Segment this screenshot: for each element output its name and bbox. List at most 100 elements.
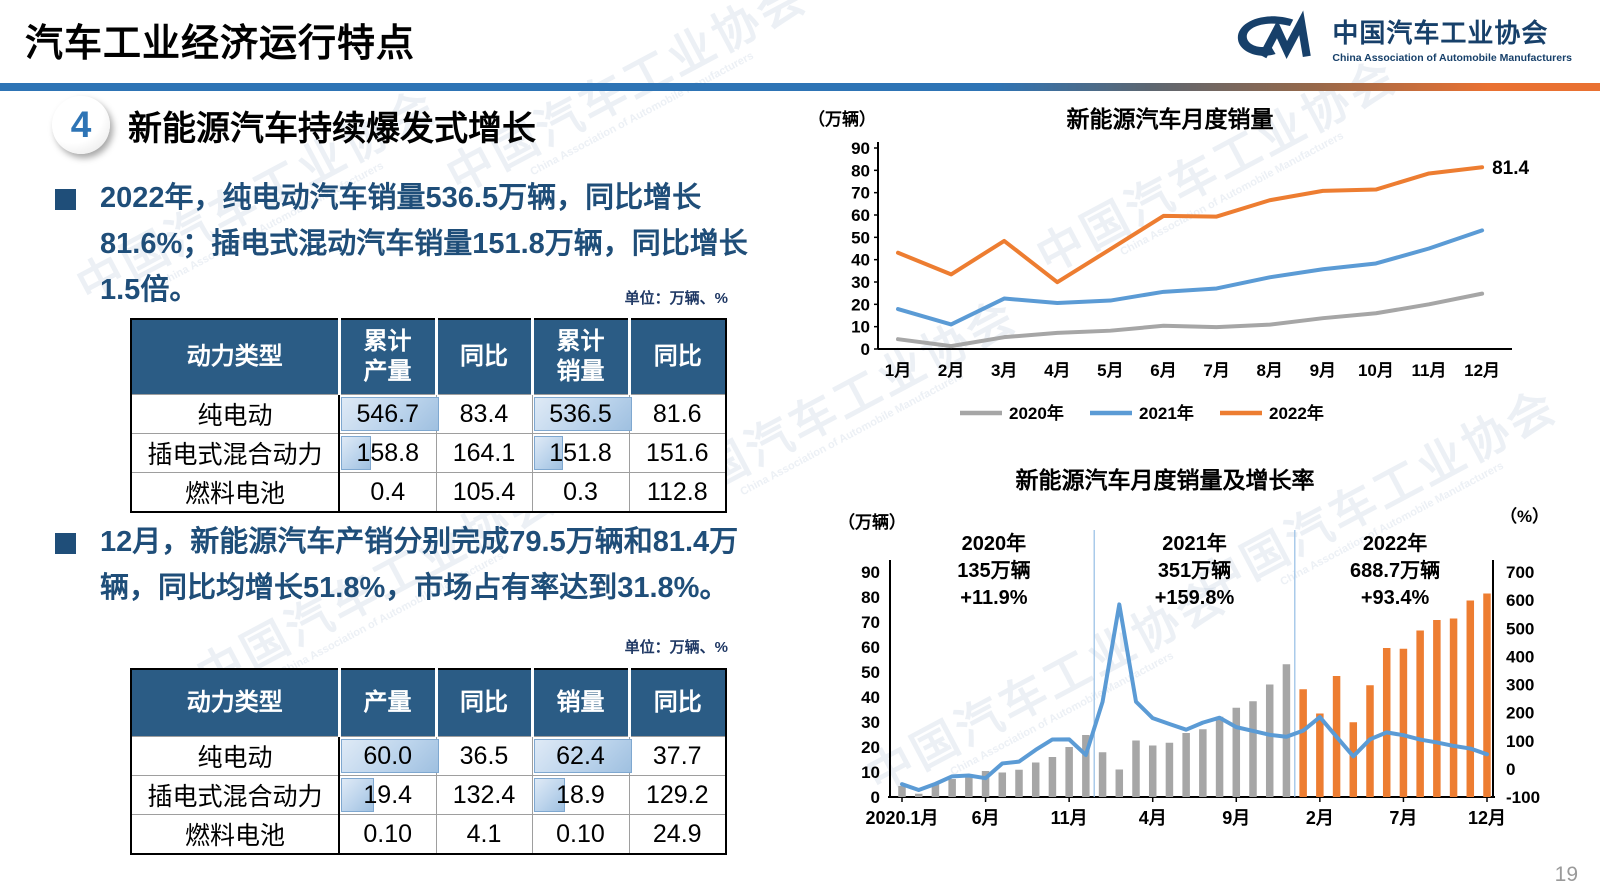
table-header-row: 动力类型 累计 产量 同比 累计 销量 同比 — [131, 319, 726, 395]
chart2-bar-2020年销量 — [981, 771, 990, 797]
chart2-bar-2020年销量 — [914, 793, 923, 797]
chart2-ylabel-right: （%） — [1500, 506, 1549, 526]
chart1-ytick: 50 — [851, 228, 870, 247]
chart2-bar-2022年销量 — [1466, 600, 1475, 797]
chart1-xtick: 9月 — [1310, 361, 1336, 380]
row-label: 纯电动 — [130, 736, 340, 776]
chart2-left-ytick: 30 — [861, 713, 880, 732]
chart2-left-ytick: 10 — [861, 763, 880, 782]
row-label: 插电式混合动力 — [130, 775, 340, 815]
production-yoy-cell: 164.1 — [435, 433, 533, 473]
chart2-bar-2020年销量 — [998, 772, 1007, 797]
table-row: 纯电动 60.0 36.5 62.4 37.7 — [130, 736, 727, 776]
page-title: 汽车工业经济运行特点 — [25, 23, 416, 65]
table-header-row: 动力类型 产量 同比 销量 同比 — [131, 669, 726, 737]
chart2-annotation: +159.8% — [1155, 587, 1235, 609]
logo-name-cn: 中国汽车工业协会 — [1332, 17, 1549, 48]
chart2-xtick: 9月 — [1222, 808, 1250, 828]
legend-label-2020年: 2020年 — [1009, 403, 1064, 423]
sales-yoy-cell: 129.2 — [628, 775, 727, 815]
data-bar — [533, 397, 632, 431]
chart2-bar-2021年销量 — [1199, 729, 1207, 797]
data-bar — [533, 739, 632, 773]
chart1-line-2021年 — [896, 228, 1485, 327]
chart2-bar-2021年销量 — [1232, 707, 1241, 797]
chart2-right-ytick: 300 — [1506, 676, 1534, 695]
chart2-bar-2020年销量 — [1015, 769, 1023, 797]
chart1-ytick: 10 — [851, 318, 870, 337]
chart2-bar-2021年销量 — [1148, 745, 1157, 797]
production-cell: 0.10 — [338, 814, 437, 855]
chart2-bar-2021年销量 — [1182, 733, 1190, 797]
chart2-bar-2022年销量 — [1399, 648, 1408, 797]
chart2-xtick: 4月 — [1139, 808, 1167, 828]
production-cell: 158.8 — [338, 433, 437, 473]
chart2-bar-2021年销量 — [1282, 664, 1291, 797]
production-cell: 0.4 — [338, 472, 437, 513]
caam-logo: 中国汽车工业协会 China Association of Automobile… — [1226, 10, 1572, 66]
column-header: 同比 — [629, 669, 726, 737]
chart2-bar-2021年销量 — [1215, 716, 1224, 797]
bullet-2-text: 12月，新能源汽车产销分别完成79.5万辆和81.4万辆，同比均增长51.8%，… — [100, 526, 739, 604]
table-row: 插电式混合动力 19.4 132.4 18.9 129.2 — [130, 775, 727, 815]
column-header: 同比 — [436, 669, 534, 737]
column-header: 同比 — [436, 319, 534, 395]
unit-label-2: 单位：万辆、% — [624, 639, 728, 656]
data-bar — [341, 778, 374, 812]
title-divider — [0, 83, 1600, 91]
bullet-2: 12月，新能源汽车产销分别完成79.5万辆和81.4万辆，同比均增长51.8%，… — [55, 520, 772, 612]
chart1-xtick: 11月 — [1412, 361, 1447, 380]
chart2-ylabel-left: （万辆） — [838, 512, 906, 532]
column-header: 同比 — [629, 319, 726, 395]
chart2-bar-2021年销量 — [1249, 701, 1257, 797]
chart1-line-2022年 — [896, 165, 1485, 285]
chart2-left-ytick: 80 — [861, 588, 880, 607]
bullet-square-icon — [55, 533, 76, 554]
chart2-bar-2022年销量 — [1382, 648, 1391, 797]
chart-monthly-sales-growth: 新能源汽车月度销量及增长率 （万辆） （%） 0 10 20 30 40 50 60 70 80 90 -… — [838, 467, 1549, 828]
table-row: 插电式混合动力 158.8 164.1 151.8 151.6 — [130, 433, 727, 473]
chart2-left-ytick: 90 — [861, 563, 880, 582]
chart2-growth-line — [900, 602, 1489, 793]
sales-yoy-cell: 81.6 — [628, 394, 727, 434]
chart2-left-ytick: 50 — [861, 663, 880, 682]
chart2-bar-2021年销量 — [1132, 740, 1140, 797]
bullet-1-text: 2022年，纯电动汽车销量536.5万辆，同比增长81.6%；插电式混动汽车销量… — [100, 182, 748, 306]
row-label: 燃料电池 — [130, 814, 340, 855]
chart2-annotation: 2022年 — [1363, 531, 1428, 555]
chart2-bar-2022年销量 — [1316, 713, 1324, 797]
chart2-annotation: 2021年 — [1162, 531, 1227, 555]
sales-cell: 18.9 — [531, 775, 630, 815]
chart1-ytick: 80 — [851, 161, 870, 180]
chart1-xtick: 12月 — [1464, 361, 1500, 380]
chart2-bar-2022年销量 — [1349, 722, 1358, 797]
chart1-title: 新能源汽车月度销量 — [1067, 106, 1274, 132]
chart2-right-ytick: -100 — [1506, 788, 1540, 807]
chart1-ytick: 20 — [851, 295, 870, 314]
sales-yoy-cell: 151.6 — [628, 433, 727, 473]
chart2-bar-2021年销量 — [1098, 752, 1107, 797]
chart1-xtick: 2月 — [938, 361, 964, 380]
unit-label-1: 单位：万辆、% — [624, 290, 728, 307]
chart2-annotation: 351万辆 — [1158, 558, 1231, 582]
chart2-xtick: 2020.1月 — [865, 808, 938, 828]
page-number: 19 — [1554, 863, 1578, 886]
chart2-bar-2020年销量 — [931, 783, 940, 797]
column-header: 销量 — [532, 669, 631, 737]
sales-cell: 0.3 — [531, 472, 630, 513]
chart2-bar-2020年销量 — [1048, 757, 1057, 797]
row-label: 纯电动 — [130, 394, 340, 434]
sales-yoy-cell: 112.8 — [628, 472, 727, 513]
chart2-xtick: 6月 — [972, 808, 1000, 828]
logo-name-en: China Association of Automobile Manufact… — [1332, 51, 1572, 64]
table-december: 动力类型 产量 同比 销量 同比 纯电动 60.0 36.5 62.4 37.7 插电式混合动力 1… — [130, 668, 727, 855]
chart2-bar-2022年销量 — [1299, 689, 1307, 797]
chart2-bar-2022年销量 — [1433, 620, 1441, 797]
chart1-ylabel: （万辆） — [808, 109, 876, 129]
table-row: 燃料电池 0.10 4.1 0.10 24.9 — [130, 814, 727, 855]
table-cumulative: 动力类型 累计 产量 同比 累计 销量 同比 纯电动 546.7 83.4 536.5 81.6… — [130, 318, 727, 513]
chart1-ytick: 40 — [851, 251, 870, 270]
data-bar — [533, 778, 565, 812]
data-bar — [341, 739, 439, 773]
